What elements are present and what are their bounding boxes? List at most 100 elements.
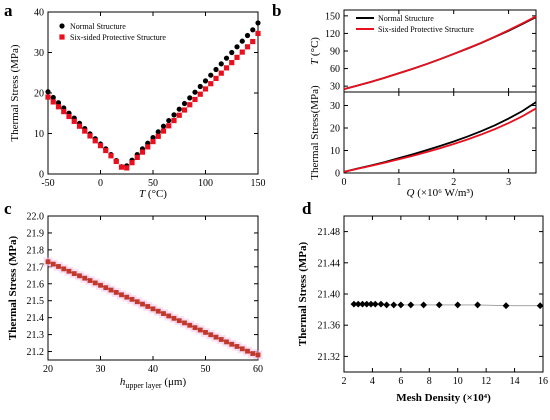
chart-panel-b: 0 1 2 3 30 60 90 120 150 0 10 20 30 Normal Structure S… bbox=[309, 9, 537, 199]
data-point-normal bbox=[229, 49, 235, 56]
data-point bbox=[187, 322, 193, 328]
data-point bbox=[407, 301, 415, 309]
data-point bbox=[98, 282, 103, 288]
x-tick-label: -50 bbox=[41, 178, 54, 189]
data-point bbox=[218, 337, 224, 342]
data-point-normal bbox=[176, 106, 182, 112]
x-tick-label: 0 bbox=[98, 178, 103, 189]
panel-letter-d: d bbox=[302, 199, 312, 218]
y-tick-label: 21.32 bbox=[318, 352, 341, 363]
data-point-normal bbox=[192, 89, 198, 95]
data-point-normal bbox=[150, 134, 156, 141]
data-point-six-sided bbox=[103, 147, 109, 154]
legend-label: Normal Structure bbox=[70, 22, 126, 31]
y-axis-title: Thermal Stress (MPa) bbox=[7, 236, 19, 341]
panel-letter-a: a bbox=[4, 1, 13, 20]
x-tick-label: 14 bbox=[510, 376, 520, 387]
data-point bbox=[155, 308, 161, 314]
data-point-six-sided bbox=[129, 160, 135, 166]
y-tick-label: 21.5 bbox=[27, 296, 45, 307]
data-point-normal bbox=[45, 89, 51, 95]
data-point-six-sided bbox=[176, 112, 182, 118]
y-tick-label: 30 bbox=[330, 82, 340, 93]
x-tick-label: 12 bbox=[481, 376, 491, 387]
axis-variable: T bbox=[309, 58, 321, 65]
y-tick-label: 20 bbox=[330, 124, 340, 135]
data-point bbox=[119, 292, 124, 298]
data-point bbox=[71, 271, 77, 276]
y-axis-title-top: T (°C) bbox=[309, 37, 321, 65]
data-point bbox=[390, 301, 398, 309]
x-tick-label: 40 bbox=[148, 364, 158, 375]
data-point-six-sided bbox=[213, 75, 219, 82]
data-point bbox=[103, 285, 109, 291]
data-point bbox=[245, 348, 250, 354]
data-point-normal bbox=[155, 129, 161, 135]
data-point bbox=[367, 300, 375, 308]
data-point-six-sided bbox=[171, 117, 177, 124]
data-point-six-sided bbox=[208, 81, 214, 87]
x-tick-label: 50 bbox=[148, 178, 158, 189]
data-point bbox=[145, 304, 151, 309]
data-point bbox=[129, 296, 135, 302]
data-point-six-sided bbox=[223, 65, 230, 71]
series-line-six-sided-stress bbox=[343, 107, 537, 173]
y-tick-label: 21.36 bbox=[318, 321, 341, 332]
y-tick-label: 21.3 bbox=[27, 330, 45, 341]
x-tick-label: 50 bbox=[201, 364, 211, 375]
data-point-normal bbox=[255, 20, 261, 26]
data-point bbox=[92, 280, 98, 286]
data-point bbox=[255, 352, 261, 358]
data-point bbox=[108, 287, 114, 293]
y-tick-label: 21.4 bbox=[27, 313, 45, 324]
legend-label: Normal Structure bbox=[378, 14, 434, 23]
data-point-six-sided bbox=[97, 143, 104, 149]
data-point bbox=[161, 311, 166, 316]
data-point-six-sided bbox=[66, 113, 72, 120]
data-point-six-sided bbox=[202, 86, 209, 92]
data-point-normal bbox=[166, 117, 172, 124]
data-point bbox=[61, 266, 67, 272]
data-point-six-sided bbox=[155, 133, 161, 139]
data-point bbox=[66, 268, 72, 274]
data-point-normal bbox=[223, 55, 230, 61]
data-point bbox=[176, 318, 182, 324]
y-tick-label: 21.7 bbox=[27, 262, 45, 273]
data-point-six-sided bbox=[45, 94, 51, 100]
x-axis-title: Mesh Density (×10⁴) bbox=[396, 392, 491, 404]
plot-frame-bottom bbox=[343, 91, 537, 174]
x-tick-label: 60 bbox=[253, 364, 263, 375]
data-point bbox=[134, 299, 140, 305]
y-axis-title: Thermal Stress (MPa) bbox=[9, 44, 21, 141]
data-point-six-sided bbox=[234, 54, 240, 60]
y-tick-label: 30 bbox=[330, 101, 340, 112]
data-point-six-sided bbox=[192, 96, 198, 103]
data-point-normal bbox=[160, 123, 167, 129]
x-tick-label: 100 bbox=[198, 178, 213, 189]
data-point-six-sided bbox=[160, 128, 167, 134]
data-point-six-sided bbox=[71, 118, 77, 124]
data-point bbox=[383, 301, 391, 309]
x-tick-label: 20 bbox=[43, 364, 53, 375]
data-point bbox=[397, 301, 405, 309]
data-point-six-sided bbox=[229, 60, 235, 66]
data-point bbox=[50, 261, 56, 267]
y-tick-label: 10 bbox=[330, 146, 340, 157]
data-point bbox=[354, 300, 362, 308]
axis-unit: (μm) bbox=[162, 376, 187, 388]
y-tick-label: 21.6 bbox=[27, 279, 45, 290]
data-point bbox=[208, 332, 214, 338]
axis-variable: h bbox=[120, 376, 126, 388]
x-tick-label: 150 bbox=[251, 178, 266, 189]
y-axis-title-bottom: Thermal Stress(MPa) bbox=[309, 85, 321, 180]
x-tick-label: 2 bbox=[342, 376, 347, 387]
data-point bbox=[536, 302, 544, 310]
data-point-six-sided bbox=[250, 38, 256, 45]
data-point bbox=[82, 275, 88, 281]
y-tick-label: 21.9 bbox=[27, 228, 45, 239]
data-point-normal bbox=[244, 32, 251, 39]
x-tick-label: 6 bbox=[398, 376, 403, 387]
data-point-six-sided bbox=[61, 109, 67, 115]
